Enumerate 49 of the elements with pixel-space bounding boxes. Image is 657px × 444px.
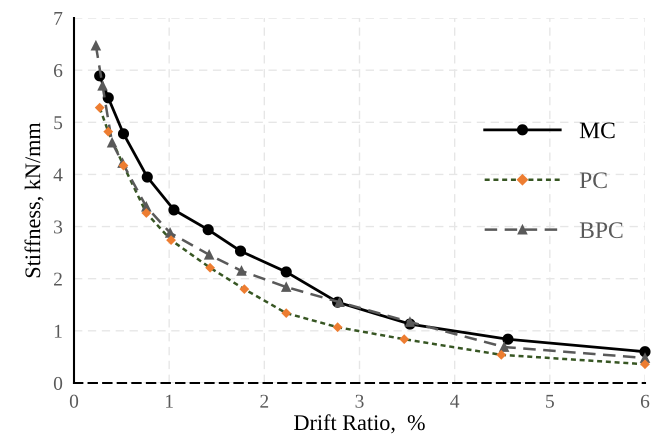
x-tick-label: 1	[166, 394, 173, 408]
legend-label: MC	[580, 122, 615, 138]
point	[281, 282, 292, 292]
point	[280, 266, 292, 278]
point	[234, 246, 246, 257]
point	[98, 80, 108, 91]
point	[103, 126, 114, 137]
point	[239, 284, 250, 294]
x-tick-label: 6	[640, 394, 650, 408]
x-tick-label: 5	[546, 394, 554, 408]
y-tick-label: 5	[54, 116, 62, 130]
point	[204, 250, 214, 260]
point	[236, 266, 246, 276]
point	[166, 235, 176, 246]
y-tick-label: 7	[54, 12, 62, 25]
point	[141, 208, 152, 218]
point	[107, 138, 117, 148]
point	[332, 322, 343, 332]
x-tick-label: 0	[70, 394, 78, 408]
legend-label: BPC	[580, 222, 622, 238]
y-axis-title: Stiffness, kN/mm	[24, 122, 44, 278]
point	[202, 224, 214, 236]
point	[399, 334, 410, 344]
point	[281, 308, 292, 318]
point	[94, 102, 105, 113]
point	[118, 160, 128, 170]
y-tick-label: 3	[54, 220, 62, 234]
point	[405, 317, 415, 327]
x-tick-label: 3	[356, 394, 364, 408]
point	[496, 350, 506, 360]
y-tick-label: 2	[54, 272, 62, 286]
point	[168, 204, 180, 216]
point	[205, 262, 215, 273]
x-tick-label: 4	[450, 394, 460, 408]
point	[499, 342, 510, 352]
point	[640, 359, 650, 370]
x-axis-title: Drift Ratio, %	[294, 414, 425, 434]
point	[118, 128, 130, 140]
y-tick-label: 6	[54, 64, 62, 78]
point	[502, 334, 514, 345]
y-tick-label: 1	[54, 324, 62, 338]
point	[142, 171, 153, 183]
x-tick-label: 2	[260, 394, 268, 408]
y-tick-label: 0	[54, 376, 62, 390]
legend-label: PC	[580, 172, 607, 188]
point	[102, 92, 114, 104]
point	[334, 297, 344, 308]
y-tick-label: 4	[54, 168, 63, 182]
point	[91, 40, 101, 50]
